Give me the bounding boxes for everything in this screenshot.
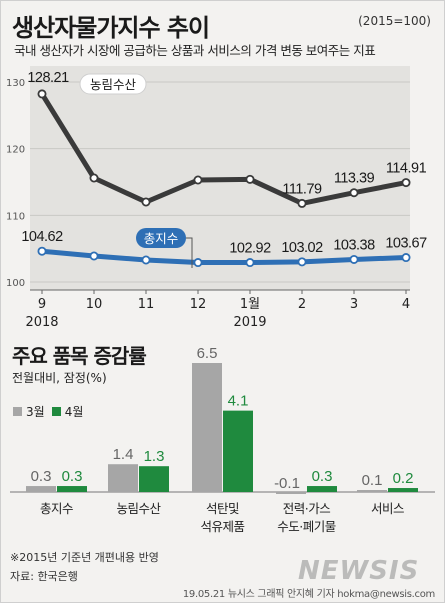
- series-tag-total-leader: [186, 237, 193, 268]
- data-label: 103.67: [385, 236, 427, 252]
- data-point: [141, 255, 151, 265]
- x-tick-label: 10: [86, 297, 103, 312]
- credit-line: 19.05.21 뉴시스 그래픽 안지혜 기자 hokma@newsis.com: [182, 589, 435, 600]
- page-subtitle: 국내 생산자가 시장에 공급하는 상품과 서비스의 가격 변동 보여주는 지표: [14, 43, 376, 58]
- data-point: [193, 175, 203, 185]
- series-line-agri: [39, 91, 409, 206]
- data-point: [37, 89, 47, 99]
- year-label-2019: 2019: [233, 315, 266, 330]
- year-label-2018: 2018: [25, 315, 58, 330]
- x-tick-label: 1월: [240, 297, 260, 312]
- x-tick-label: 9: [38, 297, 46, 312]
- series-line-total: [39, 248, 409, 266]
- data-point: [297, 198, 307, 208]
- x-tick-label: 3: [350, 297, 358, 312]
- series-tag-agri-bg: [79, 73, 147, 95]
- data-point: [401, 253, 411, 263]
- legend-swatch-april: [51, 407, 61, 416]
- series-tag-total: 총지수: [144, 231, 179, 246]
- data-point: [89, 173, 99, 183]
- data-label: 128.21: [27, 70, 69, 86]
- data-label: 113.39: [334, 171, 375, 187]
- data-label: 103.38: [333, 237, 375, 253]
- x-tick-label: 4: [402, 297, 410, 312]
- y-tick-label: 100: [6, 278, 25, 289]
- legend-swatch-march: [13, 407, 22, 416]
- data-label: 103.02: [281, 240, 323, 256]
- data-point: [297, 257, 307, 267]
- x-tick-label: 11: [138, 297, 155, 312]
- y-tick-label: 120: [6, 145, 25, 156]
- newsis-watermark: NEWSIS: [298, 556, 420, 586]
- base-year-note: (2015=100): [358, 14, 431, 28]
- data-label: 102.92: [229, 241, 271, 257]
- y-tick-label: 130: [6, 78, 25, 89]
- data-label: 114.91: [386, 161, 427, 177]
- data-point: [37, 246, 47, 256]
- series-tag-total-bg: [136, 228, 186, 248]
- page-title: 생산자물가지수 추이: [12, 14, 210, 42]
- data-label: 104.62: [21, 229, 63, 245]
- line-chart: 130 120 110 100 9 10 11 12 1월 2 3 4 2018 2019 128.21 11…: [6, 66, 428, 330]
- data-point: [141, 197, 151, 207]
- legend-label-april: 4월: [64, 405, 84, 419]
- legend-label-march: 3월: [26, 405, 45, 419]
- y-tick-label: 110: [6, 211, 25, 222]
- bar-chart-subtitle: 전월대비, 잠정(%): [12, 371, 107, 385]
- x-tick-label: 2: [298, 297, 306, 312]
- footnote: ※2015년 기준년 개편내용 반영: [10, 551, 159, 564]
- x-tick-label: 12: [190, 297, 207, 312]
- data-point: [349, 254, 359, 264]
- data-point: [349, 188, 359, 198]
- data-label: 111.79: [282, 181, 322, 197]
- data-point: [89, 251, 99, 261]
- data-point: [245, 174, 255, 184]
- series-tag-agri: 농림수산: [90, 77, 137, 92]
- bar-legend: 3월 4월: [13, 403, 83, 420]
- source-note: 자료: 한국은행: [10, 570, 78, 583]
- data-point: [193, 258, 203, 268]
- bar-chart-title: 주요 품목 증감률: [12, 344, 147, 368]
- data-point: [245, 258, 255, 268]
- data-point: [401, 178, 411, 188]
